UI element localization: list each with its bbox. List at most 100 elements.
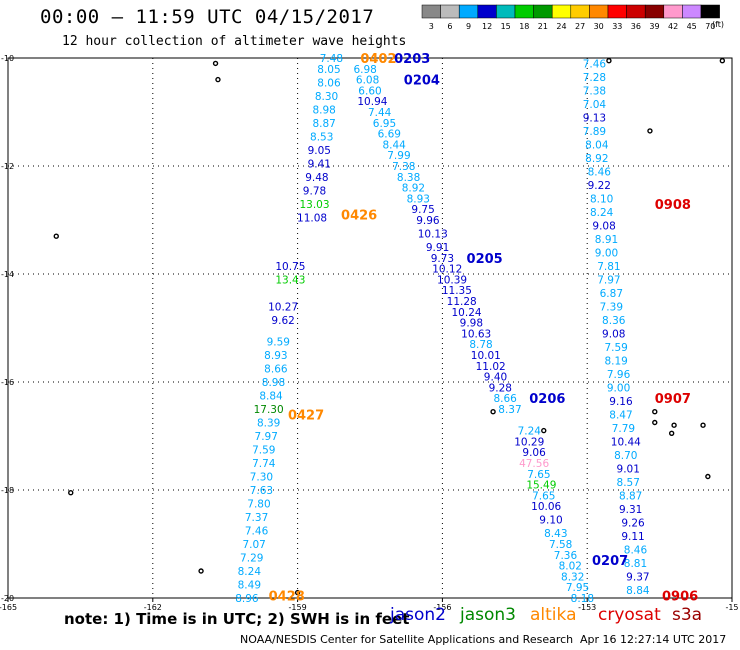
- wave-height-label: 8.32: [561, 571, 584, 583]
- colorbar-swatch: [700, 4, 720, 19]
- wave-height-label: 7.29: [240, 553, 263, 565]
- colorbar-swatch: [551, 4, 572, 19]
- wave-height-label: 9.59: [267, 337, 290, 349]
- wave-height-label: 15.49: [526, 480, 556, 492]
- colorbar-label: 24: [556, 22, 566, 31]
- colorbar-swatch: [514, 4, 534, 19]
- colorbar-unit: (ft): [712, 20, 725, 29]
- pass-time-label: 0426: [341, 209, 377, 224]
- chart-subtitle: 12 hour collection of altimeter wave hei…: [62, 34, 407, 49]
- wave-height-label: 7.39: [600, 301, 623, 313]
- wave-height-label: 9.00: [607, 382, 630, 394]
- wave-height-label: 8.92: [402, 183, 425, 195]
- pass-time-label: 0206: [529, 392, 565, 407]
- generated-timestamp: Apr 16 12:27:14 UTC 2017: [580, 633, 727, 646]
- wave-height-label: 8.46: [588, 166, 612, 178]
- wave-height-label: 9.31: [619, 504, 642, 516]
- wave-height-label: 8.96: [235, 593, 259, 605]
- wave-height-label: 8.84: [259, 391, 283, 403]
- wave-height-label: 7.48: [320, 53, 343, 65]
- wave-height-label: 10.24: [452, 307, 482, 319]
- wave-height-label: 8.57: [617, 477, 640, 489]
- wave-height-label: 8.47: [609, 409, 632, 421]
- y-tick-label: -18: [1, 486, 14, 495]
- colorbar-swatch: [626, 4, 646, 19]
- wave-height-label: 6.08: [356, 75, 379, 87]
- wave-height-label: 7.24: [518, 426, 542, 438]
- wave-height-label: 9.48: [305, 172, 328, 184]
- y-tick-label: -12: [1, 162, 14, 171]
- y-tick-label: -16: [1, 378, 14, 387]
- wave-height-label: 7.80: [247, 499, 270, 511]
- colorbar-swatch: [682, 4, 702, 19]
- island-marker: [668, 430, 675, 436]
- wave-height-label: 9.22: [588, 180, 611, 192]
- wave-height-label: 11.35: [442, 285, 472, 297]
- wave-height-label: 6.95: [373, 118, 396, 130]
- wave-height-label: 9.06: [522, 447, 546, 459]
- wave-height-label: 6.98: [353, 64, 376, 76]
- wave-height-label: 10.12: [432, 264, 462, 276]
- colorbar-swatch: [440, 4, 460, 19]
- wave-height-label: 7.44: [368, 107, 392, 119]
- colorbar-label: 36: [631, 22, 641, 31]
- island-marker: [215, 76, 221, 83]
- island-marker: [652, 419, 658, 426]
- wave-height-label: 9.16: [609, 396, 633, 408]
- wave-height-label: 9.96: [416, 215, 440, 227]
- wave-height-label: 10.06: [531, 501, 561, 513]
- island-marker: [294, 589, 301, 596]
- wave-height-label: 9.62: [271, 315, 294, 327]
- colorbar-label: 39: [649, 22, 659, 31]
- wave-height-label: 8.05: [317, 64, 340, 76]
- colorbar-label: 30: [594, 22, 604, 31]
- wave-height-label: 8.46: [624, 544, 648, 556]
- legend-cryosat: cryosat: [598, 605, 661, 625]
- colorbar-label: 9: [466, 22, 471, 31]
- wave-height-label: 7.07: [242, 539, 265, 551]
- colorbar-swatch: [570, 4, 590, 19]
- wave-height-label: 10.75: [275, 261, 305, 273]
- wave-height-label: 8.02: [559, 561, 582, 573]
- legend-altika: altika: [530, 605, 577, 625]
- wave-height-label: 8.19: [604, 355, 627, 367]
- wave-height-label: 8.87: [619, 490, 642, 502]
- wave-height-label: 8.44: [382, 139, 406, 151]
- colorbar-label: 6: [447, 22, 452, 31]
- wave-height-label: 10.13: [418, 229, 448, 241]
- island-marker: [541, 427, 547, 434]
- x-tick-label: -165: [0, 603, 17, 612]
- wave-height-label: 6.69: [378, 129, 401, 141]
- colorbar-label: 21: [538, 22, 548, 31]
- pass-time-label: 0204: [404, 74, 440, 89]
- wave-height-label: 9.75: [411, 204, 434, 216]
- colorbar-label: 70: [705, 22, 715, 31]
- wave-height-label: 7.96: [607, 369, 631, 381]
- wave-height-label: 7.04: [583, 99, 607, 111]
- legend-jason3: jason3: [460, 605, 516, 625]
- wave-height-label: 8.49: [238, 580, 261, 592]
- wave-height-label: 7.89: [583, 126, 606, 138]
- y-tick-label: -10: [1, 54, 14, 63]
- colorbar-swatch: [458, 4, 479, 19]
- island-marker: [490, 409, 496, 415]
- wave-height-label: 8.06: [317, 77, 341, 89]
- wave-height-label: 6.60: [358, 85, 381, 97]
- wave-height-label: 9.41: [308, 158, 331, 170]
- wave-height-label: 11.28: [447, 296, 477, 308]
- wave-height-label: 7.79: [612, 423, 635, 435]
- colorbar-swatch: [496, 4, 516, 19]
- wave-height-label: 10.39: [437, 274, 467, 286]
- island-marker: [719, 58, 726, 64]
- island-marker: [700, 422, 706, 428]
- wave-height-label: 8.92: [585, 153, 608, 165]
- wave-height-label: 6.87: [600, 288, 623, 300]
- wave-height-label: 7.46: [583, 58, 607, 70]
- island-marker: [671, 422, 677, 428]
- colorbar-label: 45: [687, 22, 697, 31]
- pass-time-label: 0203: [394, 52, 430, 67]
- wave-height-label: 7.28: [583, 72, 606, 84]
- wave-height-label: 8.93: [264, 350, 287, 362]
- wave-height-label: 9.05: [308, 145, 331, 157]
- colorbar-label: 27: [575, 22, 585, 31]
